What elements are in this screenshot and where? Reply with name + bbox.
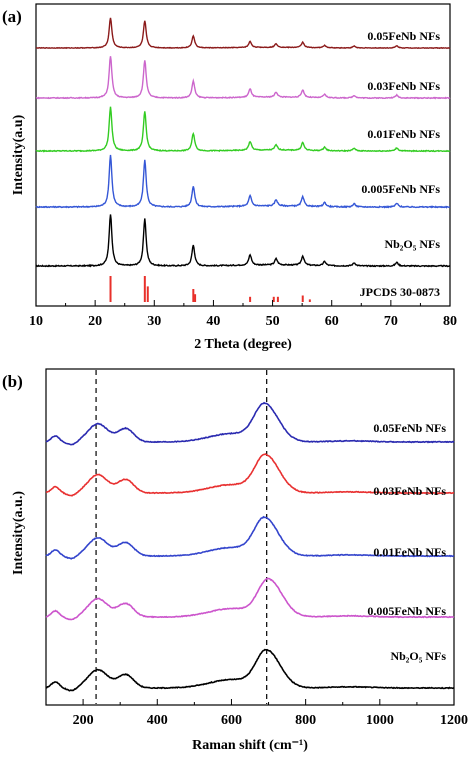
panel-a-xlabel: 2 Theta (degree) [194, 337, 292, 352]
raman-curve-0 [45, 648, 455, 692]
raman-curve-2 [45, 515, 455, 560]
panel-b-tick-label: 400 [147, 713, 168, 728]
xrd-series-label-1: 0.005FeNb NFs [361, 182, 440, 196]
panel-a-x-ticks: 10 20 30 40 50 60 70 80 [29, 300, 457, 329]
panel-a-tick-label: 40 [206, 314, 220, 329]
panel-a-label: (a) [2, 7, 22, 26]
xrd-curve-2 [35, 106, 451, 153]
raman-curve-3 [45, 453, 454, 497]
raman-series-label-2: 0.01FeNb NFs [373, 545, 446, 559]
panel-b-tick-label: 1000 [366, 713, 394, 728]
raman-series-label-1: 0.005FeNb NFs [367, 604, 446, 618]
panel-a-ylabel: Intensity(a.u) [11, 114, 26, 195]
panel-b-curves [45, 401, 455, 692]
panel-b-ylabel: Intensity(a.u.) [11, 491, 26, 575]
panel-a-tick-label: 10 [29, 314, 43, 329]
panel-a: (a) Nb₂O₅ NFs 0.005FeNb NFs 0.01FeNb NFs 0.… [2, 3, 457, 352]
panel-a-tick-label: 30 [147, 314, 161, 329]
panel-a-frame [35, 3, 451, 307]
xrd-series-label-3: 0.03FeNb NFs [367, 79, 440, 93]
panel-b-reference-lines [95, 370, 268, 704]
xrd-curve-4 [35, 17, 451, 50]
raman-series-label-0: Nb₂O₅ NFs [390, 649, 446, 663]
reference-label: JPCDS 30-0873 [360, 285, 440, 299]
panel-b: (b) Nb₂O₅ NFs 0.005FeNb NFs 0.01FeNb NFs 0.… [2, 368, 468, 753]
raman-series-label-3: 0.03FeNb NFs [373, 484, 446, 498]
panel-b-tick-label: 800 [295, 713, 316, 728]
panel-b-frame [45, 368, 455, 706]
xrd-series-label-0: Nb₂O₅ NFs [384, 237, 440, 251]
raman-curve-4 [45, 401, 455, 446]
panel-a-reference-bars [109, 276, 311, 302]
panel-a-tick-label: 80 [443, 314, 457, 329]
xrd-curve-1 [35, 154, 451, 209]
panel-b-series-labels: Nb₂O₅ NFs 0.005FeNb NFs 0.01FeNb NFs 0.03Fe… [367, 421, 446, 663]
xrd-curve-3 [35, 56, 451, 100]
panel-a-tick-label: 70 [384, 314, 398, 329]
panel-b-tick-label: 200 [73, 713, 94, 728]
xrd-series-label-4: 0.05FeNb NFs [367, 29, 440, 43]
panel-a-tick-label: 60 [325, 314, 339, 329]
panel-b-x-ticks: 200 400 600 800 1000 1200 [45, 699, 468, 728]
xrd-series-label-2: 0.01FeNb NFs [367, 127, 440, 141]
panel-a-series-labels: Nb₂O₅ NFs 0.005FeNb NFs 0.01FeNb NFs 0.03Fe… [360, 29, 441, 299]
raman-curve-1 [45, 577, 455, 621]
panel-b-tick-label: 1200 [440, 713, 468, 728]
panel-a-curves [35, 17, 451, 268]
panel-b-label: (b) [2, 372, 23, 391]
panel-b-xlabel: Raman shift (cm⁻¹) [192, 738, 308, 753]
panel-a-tick-label: 50 [266, 314, 280, 329]
raman-series-label-4: 0.05FeNb NFs [373, 421, 446, 435]
panel-a-tick-label: 20 [88, 314, 102, 329]
panel-b-tick-label: 600 [221, 713, 242, 728]
xrd-curve-0 [35, 214, 451, 268]
